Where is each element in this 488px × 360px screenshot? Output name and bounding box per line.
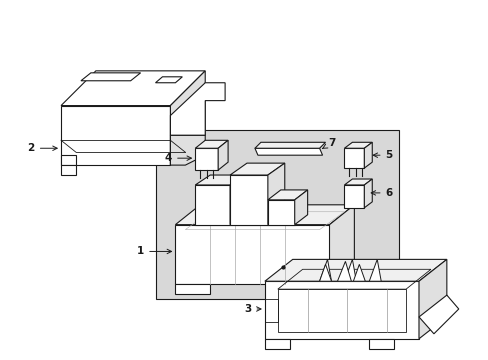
Polygon shape bbox=[175, 205, 354, 225]
Polygon shape bbox=[230, 175, 244, 225]
Polygon shape bbox=[61, 105, 170, 165]
Polygon shape bbox=[364, 179, 371, 208]
Text: 3: 3 bbox=[244, 304, 261, 314]
Polygon shape bbox=[418, 260, 446, 339]
Polygon shape bbox=[230, 163, 284, 175]
Polygon shape bbox=[61, 71, 205, 105]
Polygon shape bbox=[61, 155, 76, 165]
Text: 2: 2 bbox=[27, 143, 57, 153]
Polygon shape bbox=[267, 190, 307, 200]
Polygon shape bbox=[175, 225, 329, 284]
Polygon shape bbox=[364, 142, 371, 168]
Polygon shape bbox=[195, 148, 218, 170]
Polygon shape bbox=[195, 185, 230, 225]
Polygon shape bbox=[344, 142, 371, 148]
Polygon shape bbox=[264, 260, 446, 281]
Polygon shape bbox=[418, 295, 458, 334]
Polygon shape bbox=[344, 185, 364, 208]
Polygon shape bbox=[264, 339, 289, 349]
Polygon shape bbox=[155, 130, 398, 299]
Polygon shape bbox=[368, 339, 393, 349]
Polygon shape bbox=[195, 140, 227, 148]
Polygon shape bbox=[218, 140, 227, 170]
Polygon shape bbox=[368, 260, 381, 281]
Polygon shape bbox=[170, 83, 224, 135]
Polygon shape bbox=[230, 175, 267, 225]
Polygon shape bbox=[254, 142, 325, 148]
Polygon shape bbox=[319, 260, 331, 281]
Polygon shape bbox=[267, 163, 284, 225]
Polygon shape bbox=[155, 77, 182, 83]
Polygon shape bbox=[195, 175, 244, 185]
Polygon shape bbox=[344, 179, 371, 185]
Polygon shape bbox=[319, 264, 331, 281]
Text: 4: 4 bbox=[164, 153, 191, 163]
Polygon shape bbox=[353, 264, 365, 281]
Polygon shape bbox=[170, 135, 205, 165]
Text: 6: 6 bbox=[370, 188, 392, 198]
Polygon shape bbox=[61, 165, 76, 175]
Polygon shape bbox=[344, 260, 356, 281]
Polygon shape bbox=[279, 284, 319, 294]
Polygon shape bbox=[267, 200, 294, 225]
Text: 7: 7 bbox=[322, 138, 334, 149]
Polygon shape bbox=[337, 261, 351, 281]
Polygon shape bbox=[254, 148, 322, 155]
Polygon shape bbox=[344, 148, 364, 168]
Text: 5: 5 bbox=[372, 150, 392, 160]
Text: 1: 1 bbox=[137, 247, 171, 256]
Polygon shape bbox=[81, 73, 141, 81]
Polygon shape bbox=[175, 284, 210, 294]
Polygon shape bbox=[264, 281, 418, 339]
Polygon shape bbox=[329, 205, 354, 284]
Polygon shape bbox=[170, 71, 205, 165]
Polygon shape bbox=[294, 190, 307, 225]
